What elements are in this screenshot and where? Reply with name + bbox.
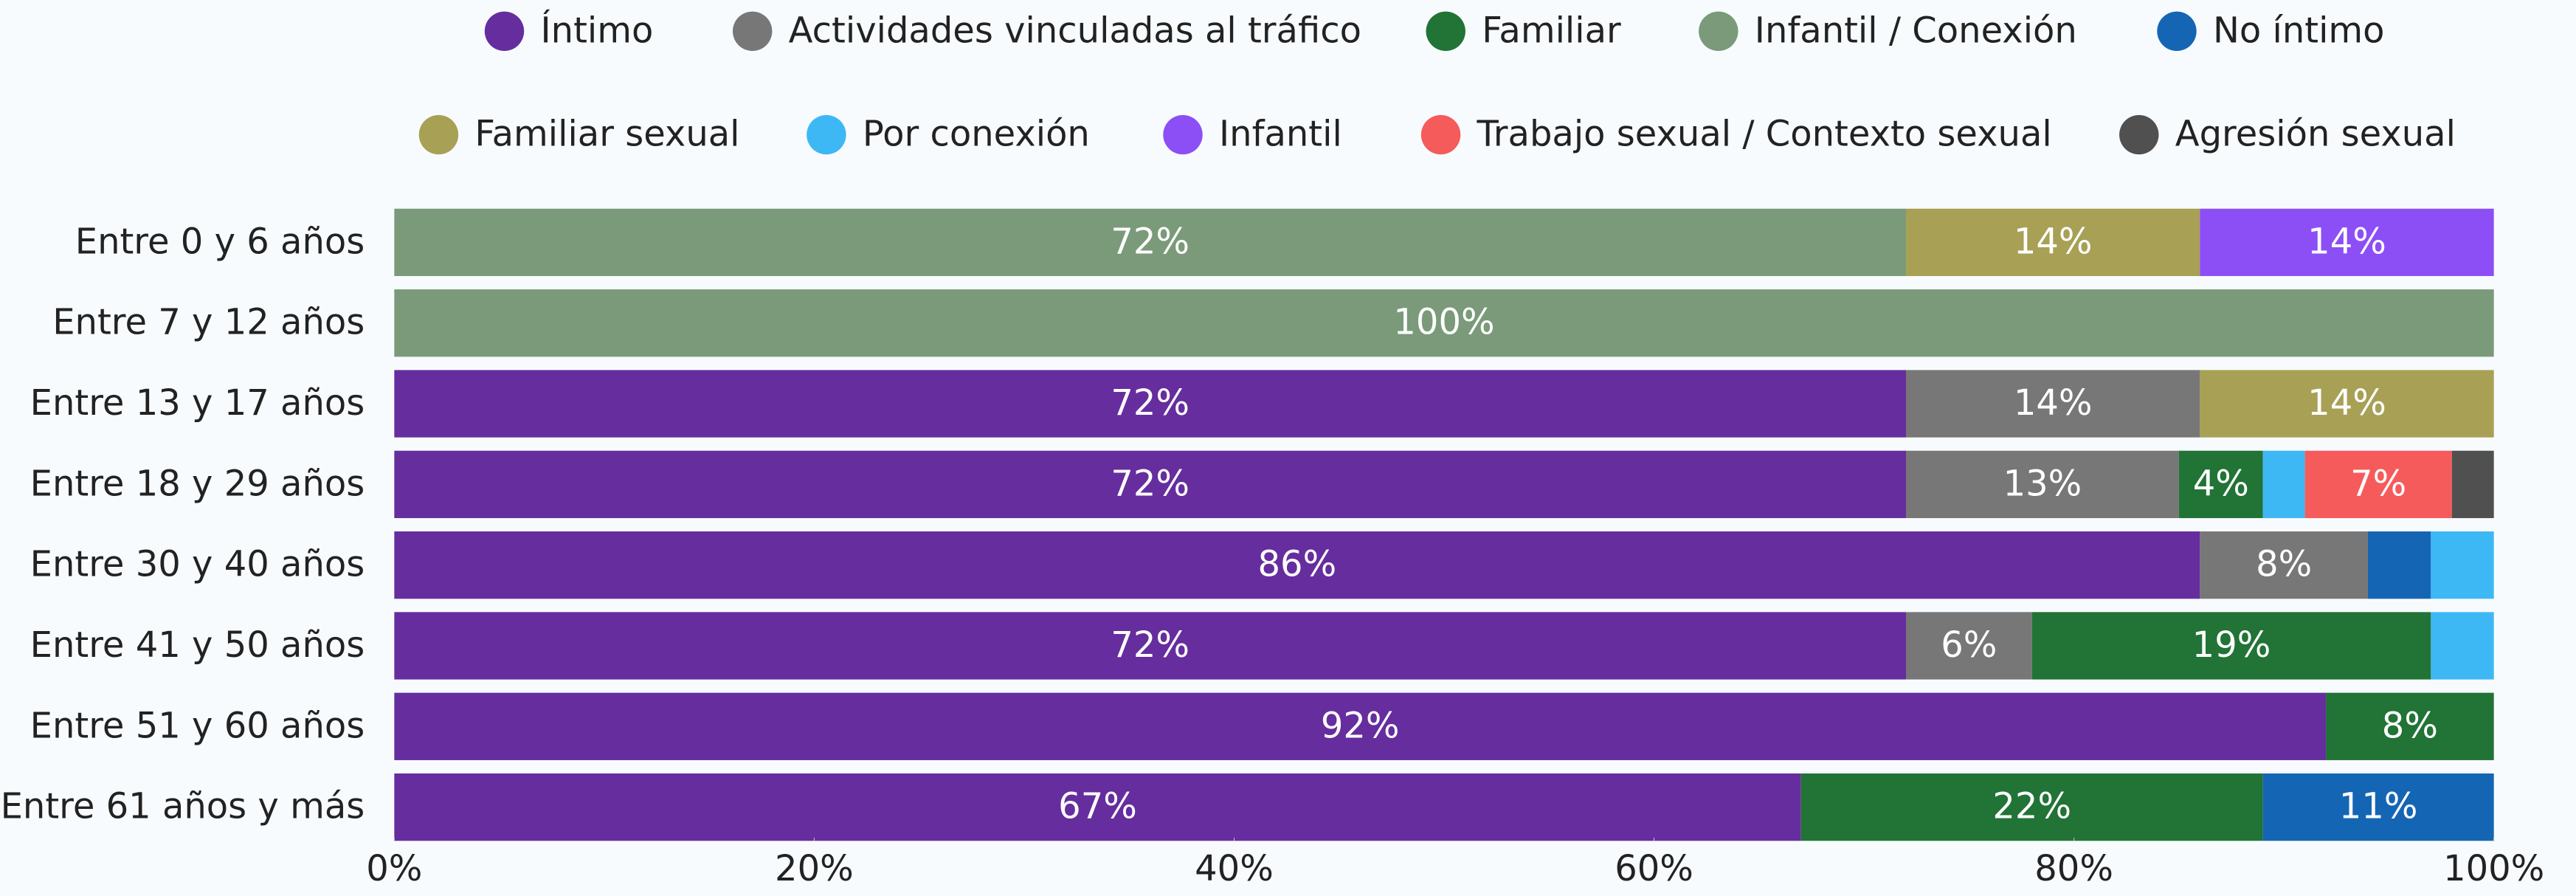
bar-segment	[2326, 692, 2494, 760]
data-label: 14%	[2307, 382, 2386, 424]
bar-segment	[394, 692, 2327, 760]
x-tick-label: 60%	[1615, 848, 1693, 889]
data-label: 13%	[2003, 463, 2082, 504]
legend-swatch	[1426, 11, 1465, 52]
legend-label: Familiar	[1482, 10, 1621, 51]
bar-segment	[2200, 208, 2494, 277]
legend-swatch	[1699, 11, 1738, 52]
bar-segment	[1905, 208, 2200, 277]
data-label: 11%	[2339, 786, 2418, 827]
data-label: 86%	[1257, 544, 1336, 585]
legend-label: Agresión sexual	[2175, 114, 2456, 155]
bar-segment	[2200, 531, 2368, 599]
legend-swatch	[732, 11, 773, 52]
bar-segment	[2431, 531, 2494, 599]
x-tick-label: 0%	[366, 848, 422, 889]
y-tick-label: Entre 51 y 60 años	[30, 705, 365, 746]
legend-label: Íntimo	[540, 9, 653, 51]
legend-label: Por conexión	[863, 114, 1090, 155]
y-tick-label: Entre 0 y 6 años	[75, 221, 365, 262]
legend-swatch	[484, 11, 525, 52]
bar-segment	[2262, 450, 2305, 518]
data-label: 100%	[1393, 302, 1494, 343]
y-tick-label: Entre 61 años y más	[1, 786, 365, 827]
y-tick-label: Entre 41 y 50 años	[30, 624, 365, 666]
x-tick-label: 100%	[2443, 848, 2544, 889]
data-label: 8%	[2382, 705, 2438, 746]
bar-segment	[394, 531, 2200, 599]
x-tick-label: 80%	[2034, 848, 2113, 889]
bar-segment	[394, 612, 1906, 680]
y-tick-label: Entre 13 y 17 años	[30, 382, 365, 424]
data-label: 6%	[1941, 624, 1997, 666]
bar-segment	[394, 208, 1906, 277]
bar-segment	[2304, 450, 2452, 518]
legend-swatch	[807, 114, 846, 155]
x-tick-label: 20%	[775, 848, 854, 889]
bar-segment	[1905, 370, 2200, 438]
legend-swatch	[1163, 114, 1203, 155]
bar-segment	[2200, 370, 2494, 438]
legend-label: Familiar sexual	[474, 114, 739, 155]
y-tick-label: Entre 30 y 40 años	[30, 544, 365, 585]
legend-swatch	[2119, 114, 2159, 155]
data-label: 67%	[1058, 786, 1137, 827]
bar-segment	[394, 370, 1906, 438]
y-tick-label: Entre 18 y 29 años	[30, 463, 365, 504]
data-label: 22%	[1992, 786, 2071, 827]
bar-segment	[1905, 450, 2179, 518]
bar-segment	[2431, 612, 2494, 680]
legend-label: Infantil	[1219, 114, 1342, 155]
bar-segment	[2451, 450, 2494, 518]
legend-swatch	[1420, 114, 1461, 155]
bar-segment	[1905, 612, 2032, 680]
data-label: 72%	[1111, 382, 1189, 424]
data-label: 14%	[2014, 221, 2093, 262]
legend-label: No íntimo	[2213, 10, 2385, 51]
bar-segment	[2178, 450, 2263, 518]
data-label: 92%	[1321, 705, 1400, 746]
data-label: 8%	[2256, 544, 2312, 585]
data-label: 14%	[2014, 382, 2093, 424]
y-tick-label: Entre 7 y 12 años	[52, 302, 365, 343]
data-label: 14%	[2307, 221, 2386, 262]
legend-swatch	[418, 114, 459, 155]
bar-segment	[2031, 612, 2431, 680]
data-label: 72%	[1111, 624, 1189, 666]
data-label: 19%	[2192, 624, 2271, 666]
bar-segment	[394, 773, 1801, 841]
data-label: 7%	[2350, 463, 2406, 504]
data-label: 72%	[1111, 221, 1189, 262]
bar-segment	[394, 289, 2494, 357]
legend-label: Actividades vinculadas al tráfico	[789, 10, 1361, 51]
data-label: 72%	[1111, 463, 1189, 504]
bar-segment	[394, 450, 1906, 518]
data-label: 4%	[2193, 463, 2249, 504]
bar-segment	[2262, 773, 2494, 841]
bar-segment	[1800, 773, 2263, 841]
legend-label: Infantil / Conexión	[1755, 10, 2077, 51]
x-tick-label: 40%	[1195, 848, 1274, 889]
legend-label: Trabajo sexual / Contexto sexual	[1477, 114, 2052, 155]
bar-segment	[2367, 531, 2431, 599]
legend-swatch	[2157, 11, 2197, 52]
